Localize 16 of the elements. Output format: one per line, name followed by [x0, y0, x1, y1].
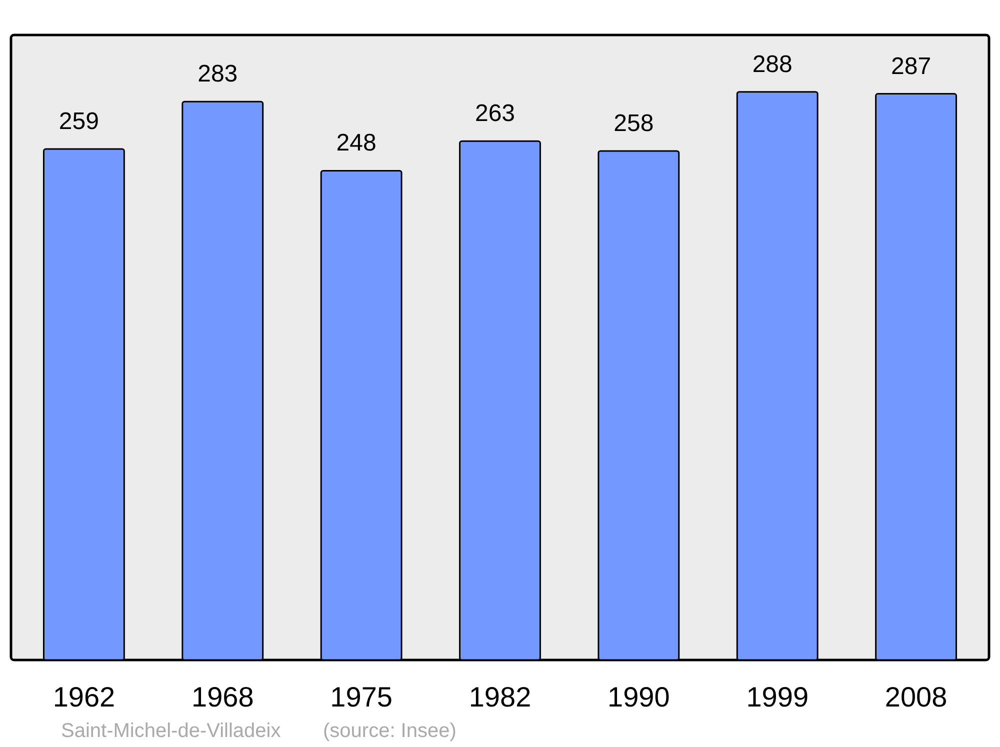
data-label: 288 [752, 50, 792, 78]
data-label: 287 [891, 52, 932, 80]
data-label: 263 [474, 100, 516, 128]
data-label: 259 [58, 108, 99, 136]
x-tick-label: 1982 [468, 681, 532, 712]
data-label: 258 [614, 110, 654, 138]
x-tick-label: 1968 [191, 681, 254, 712]
x-tick-label: 1975 [330, 681, 392, 712]
x-tick-label: 1962 [52, 681, 116, 712]
x-tick-label: 1999 [746, 681, 809, 712]
data-label: 283 [198, 60, 238, 88]
text: (source: Insee) [323, 720, 456, 742]
x-tick-label: 1990 [608, 681, 670, 712]
data-label: 248 [336, 130, 376, 157]
text: Saint-Michel-de-Villadeix [61, 720, 281, 742]
x-tick-label: 2008 [884, 681, 948, 712]
